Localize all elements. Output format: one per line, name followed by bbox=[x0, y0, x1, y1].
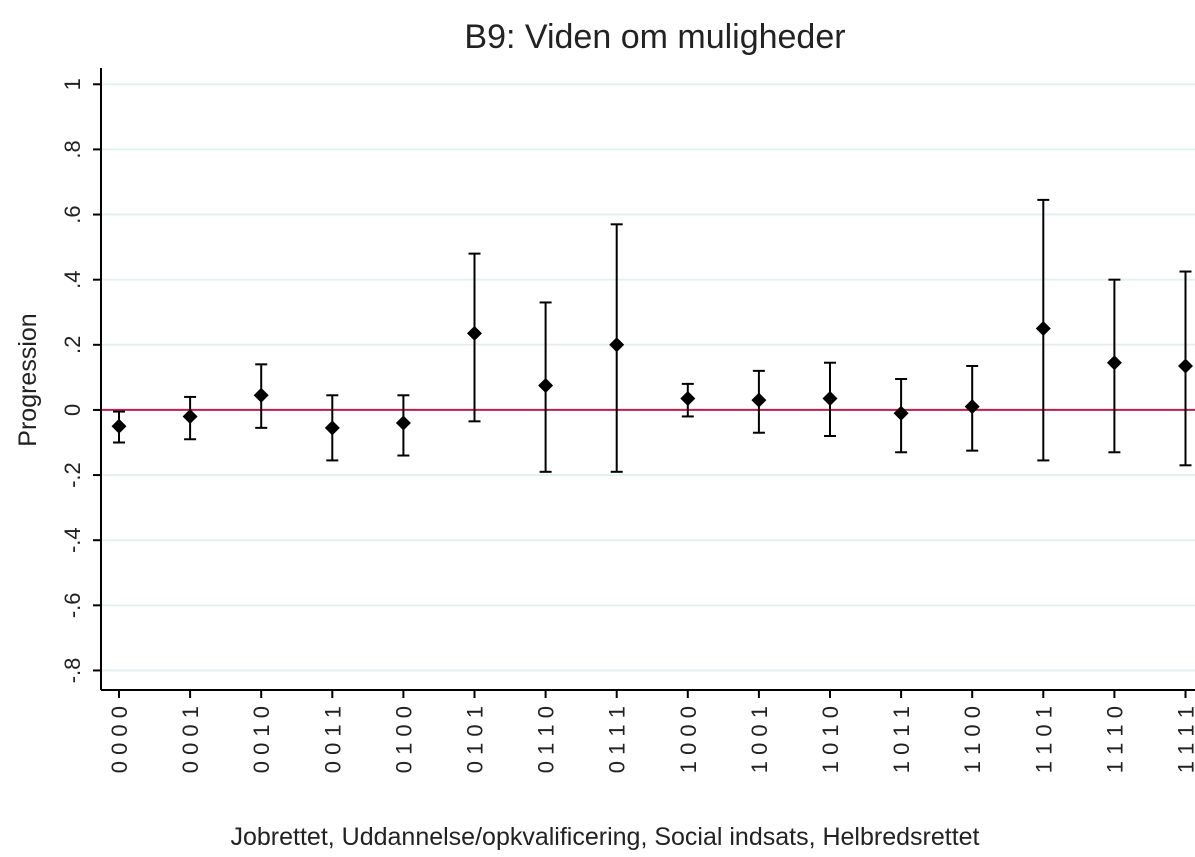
x-tick-label: 1 1 1 0 bbox=[1102, 706, 1127, 773]
point bbox=[751, 392, 767, 408]
y-tick-label: 0 bbox=[60, 404, 85, 416]
x-axis-title: Jobrettet, Uddannelse/opkvalificering, S… bbox=[230, 823, 979, 851]
y-tick-label: .2 bbox=[60, 336, 85, 354]
x-tick-label: 0 0 0 1 bbox=[178, 706, 203, 773]
x-tick-label: 0 1 0 0 bbox=[391, 706, 416, 773]
chart-title: B9: Viden om muligheder bbox=[464, 18, 845, 56]
x-tick-label: 1 1 1 1 bbox=[1174, 706, 1195, 773]
point bbox=[324, 420, 340, 436]
y-tick-label: .4 bbox=[60, 270, 85, 288]
point bbox=[467, 325, 482, 341]
x-tick-label: 1 0 0 1 bbox=[747, 706, 772, 773]
point bbox=[253, 387, 269, 403]
point bbox=[1178, 358, 1193, 374]
x-tick-label: 1 0 0 0 bbox=[676, 706, 701, 773]
y-tick-label: -.6 bbox=[60, 592, 85, 618]
x-tick-label: 1 0 1 0 bbox=[818, 706, 843, 773]
x-tick-label: 0 0 1 0 bbox=[249, 706, 274, 773]
x-tick-label: 1 1 0 1 bbox=[1031, 706, 1056, 773]
y-tick-label: -.8 bbox=[60, 658, 85, 684]
y-tick-label: 1 bbox=[60, 78, 85, 90]
x-tick-label: 0 0 1 1 bbox=[320, 706, 345, 773]
point bbox=[395, 415, 411, 431]
y-tick-label: .6 bbox=[60, 205, 85, 223]
point bbox=[822, 391, 838, 407]
y-tick-label: -.2 bbox=[60, 462, 85, 488]
point bbox=[964, 399, 980, 415]
point bbox=[609, 337, 625, 353]
x-tick-label: 0 1 1 0 bbox=[534, 706, 559, 773]
x-tick-label: 0 0 0 0 bbox=[107, 706, 132, 773]
y-axis-title: Progression bbox=[14, 313, 42, 446]
x-tick-label: 0 1 0 1 bbox=[463, 706, 488, 773]
point bbox=[111, 418, 127, 434]
point bbox=[1106, 355, 1122, 371]
point bbox=[893, 405, 909, 421]
x-tick-label: 1 1 0 0 bbox=[960, 706, 985, 773]
x-tick-label: 0 1 1 1 bbox=[605, 706, 630, 773]
y-tick-label: -.4 bbox=[60, 527, 85, 553]
x-tick-label: 1 0 1 1 bbox=[889, 706, 914, 773]
point bbox=[538, 378, 554, 394]
y-tick-label: .8 bbox=[60, 140, 85, 158]
point bbox=[182, 408, 198, 424]
point bbox=[1035, 321, 1051, 337]
point bbox=[680, 391, 696, 407]
